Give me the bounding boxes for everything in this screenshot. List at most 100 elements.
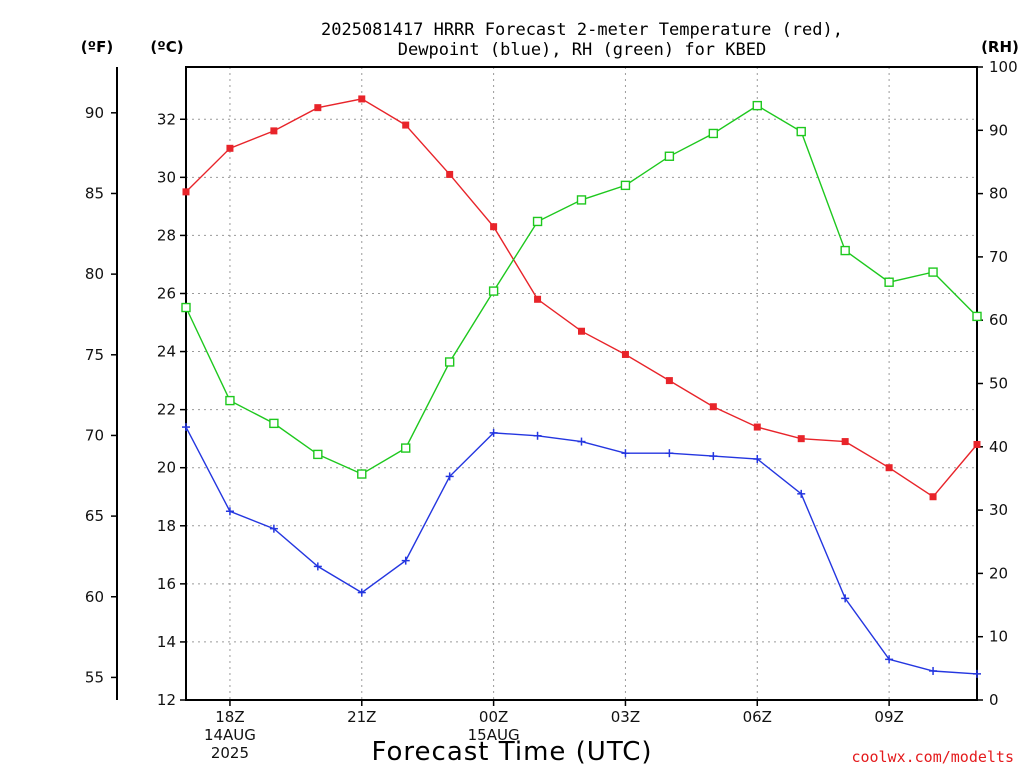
celsius-tick-label: 14 [157, 633, 176, 651]
dewpoint-marker [885, 655, 894, 664]
celsius-axis: 12 14 16 18 20 22 24 26 28 30 32 [157, 110, 186, 709]
celsius-tick-label: 12 [157, 691, 176, 709]
relative_humidity-marker [708, 128, 719, 139]
dewpoint-marker [797, 489, 806, 498]
dewpoint-marker [577, 437, 586, 446]
rh-tick-label: 50 [989, 375, 1008, 393]
fahrenheit-unit-label: (ºF) [81, 38, 113, 56]
time-tick-label: 06Z [743, 708, 772, 726]
dewpoint-marker [182, 423, 190, 432]
temperature-marker [314, 104, 322, 112]
temperature-marker [929, 493, 937, 501]
relative_humidity-line [185, 104, 978, 475]
temperature-marker [885, 464, 893, 472]
rh-tick-label: 80 [989, 185, 1008, 203]
relative_humidity-marker [488, 286, 499, 296]
temperature-marker [621, 350, 629, 358]
rh-tick-label: 70 [989, 248, 1008, 266]
relative_humidity-marker [620, 180, 631, 191]
dewpoint-marker [313, 562, 322, 571]
celsius-tick-label: 22 [157, 401, 176, 419]
celsius-tick-label: 16 [157, 575, 176, 593]
relative_humidity-marker [269, 418, 279, 429]
temperature-marker [182, 188, 190, 196]
dewpoint-marker [665, 449, 674, 458]
relative_humidity-marker [225, 395, 235, 406]
dewpoint-marker [269, 524, 278, 533]
relative_humidity-marker [532, 216, 543, 227]
relative_humidity-marker [181, 302, 191, 313]
time-tick-label: 2025 [211, 744, 249, 762]
grid-lines [186, 67, 977, 700]
temperature-marker [534, 295, 542, 303]
time-tick-label: 03Z [611, 708, 640, 726]
celsius-tick-label: 26 [157, 284, 176, 302]
relative_humidity-marker [313, 449, 323, 460]
fahrenheit-tick-label: 60 [85, 588, 104, 606]
fahrenheit-tick-label: 85 [85, 184, 104, 202]
dewpoint-marker [357, 588, 366, 597]
dewpoint-marker [533, 431, 542, 440]
temperature-marker [226, 144, 234, 152]
time-tick-label: 09Z [874, 708, 903, 726]
fahrenheit-tick-label: 90 [85, 104, 104, 122]
dewpoint-marker [401, 556, 410, 565]
dewpoint-marker [621, 449, 630, 458]
rh-tick-label: 0 [989, 691, 999, 709]
rh-tick-label: 90 [989, 121, 1008, 139]
rh-unit-label: (RH) [981, 38, 1019, 56]
relative_humidity-marker [357, 469, 367, 479]
relative_humidity-marker [664, 151, 675, 161]
relative_humidity-marker [972, 311, 982, 322]
data-series [181, 95, 982, 678]
fahrenheit-tick-label: 80 [85, 265, 104, 283]
dewpoint-marker [709, 452, 718, 461]
rh-tick-label: 30 [989, 501, 1008, 519]
celsius-tick-label: 30 [157, 168, 176, 186]
time-tick-label: 21Z [347, 708, 376, 726]
celsius-tick-label: 24 [157, 343, 176, 361]
temperature-marker [973, 440, 981, 448]
axis-unit-labels: (ºF) (ºC) (RH) [81, 38, 1019, 56]
temperature-marker [402, 121, 410, 129]
relative_humidity-marker [576, 195, 587, 205]
celsius-tick-label: 28 [157, 226, 176, 244]
rh-tick-label: 40 [989, 438, 1008, 456]
plot-frame [185, 66, 978, 701]
relative_humidity-marker [928, 267, 938, 277]
dewpoint-marker [753, 454, 762, 463]
rh-tick-label: 60 [989, 311, 1008, 329]
rh-tick-label: 100 [989, 58, 1018, 76]
time-tick-label: 15AUG [468, 726, 520, 744]
relative_humidity-marker [401, 443, 411, 453]
rh-axis: 0 10 20 30 40 50 60 70 80 90 100 [977, 58, 1018, 709]
rh-tick-label: 20 [989, 564, 1008, 582]
title-line: Dewpoint (blue), RH (green) for KBED [398, 40, 766, 60]
temperature-marker [446, 170, 454, 178]
fahrenheit-tick-label: 65 [85, 507, 104, 525]
fahrenheit-axis: 55 60 65 70 75 80 85 90 [85, 67, 118, 700]
plot-border [185, 66, 978, 701]
celsius-tick-label: 20 [157, 459, 176, 477]
source-credit: coolwx.com/modelts [851, 748, 1014, 766]
relative_humidity-marker [796, 126, 806, 137]
title-line: 2025081417 HRRR Forecast 2-meter Tempera… [321, 20, 843, 40]
rh-tick-label: 10 [989, 628, 1008, 646]
temperature-marker [709, 403, 717, 411]
dewpoint-marker [841, 594, 850, 603]
temperature-marker [358, 95, 366, 103]
temperature-marker [753, 423, 761, 431]
dewpoint-marker [973, 669, 981, 678]
relative_humidity-marker [884, 277, 894, 287]
dewpoint-marker [225, 507, 234, 516]
relative_humidity-marker [752, 100, 762, 111]
temperature-marker [490, 223, 498, 231]
time-tick-label: 14AUG [204, 726, 256, 744]
dewpoint-marker [445, 472, 454, 481]
time-tick-label: 00Z [479, 708, 508, 726]
chart-title: 2025081417 HRRR Forecast 2-meter Tempera… [321, 20, 843, 60]
dewpoint-marker [929, 666, 938, 675]
x-axis-title: Forecast Time (UTC) [371, 737, 652, 767]
relative_humidity-marker [444, 357, 455, 367]
